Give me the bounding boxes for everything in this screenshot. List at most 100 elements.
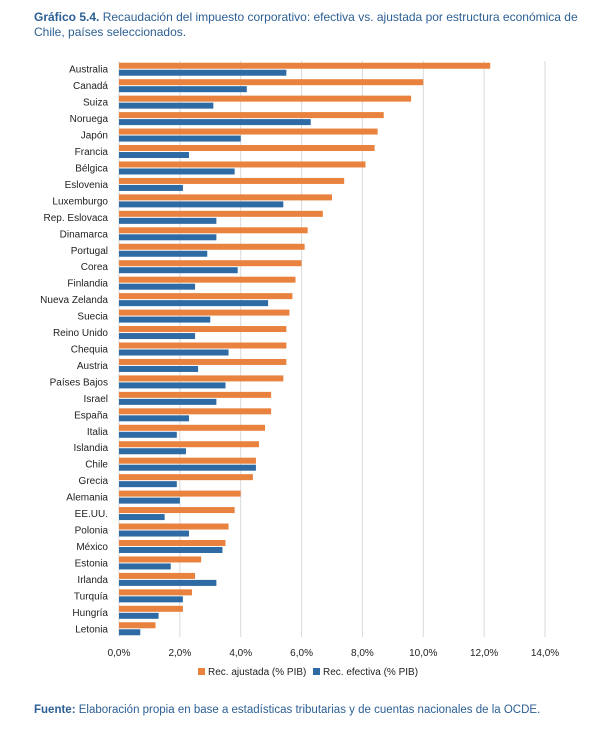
legend-label-effective: Rec. efectiva (% PIB) xyxy=(323,667,418,678)
bar-adjusted xyxy=(119,358,287,365)
legend-swatch-effective xyxy=(313,668,320,675)
category-label: Turquía xyxy=(74,591,109,602)
bar-adjusted xyxy=(119,507,235,514)
bar-effective xyxy=(119,596,183,603)
x-tick-label: 4,0% xyxy=(229,648,252,659)
bar-adjusted xyxy=(119,260,302,267)
category-label: Irlanda xyxy=(77,575,108,586)
category-label: Francia xyxy=(75,147,109,158)
bar-effective xyxy=(119,579,217,586)
bar-effective xyxy=(119,86,247,93)
bar-adjusted xyxy=(119,293,293,300)
bar-adjusted xyxy=(119,375,284,382)
category-label: Chequia xyxy=(71,345,109,356)
bar-effective xyxy=(119,530,189,537)
bar-adjusted xyxy=(119,177,345,184)
category-label: EE.UU. xyxy=(75,509,108,520)
x-tick-label: 6,0% xyxy=(290,648,313,659)
category-label: Nueva Zelanda xyxy=(40,295,108,306)
legend-swatch-adjusted xyxy=(198,668,205,675)
category-label: Países Bajos xyxy=(50,377,108,388)
bar-adjusted xyxy=(119,95,412,102)
category-label: Luxemburgo xyxy=(52,196,108,207)
bar-adjusted xyxy=(119,408,272,415)
category-label: Grecia xyxy=(79,476,109,487)
bar-adjusted xyxy=(119,128,378,135)
category-label: Eslovenia xyxy=(65,180,109,191)
bar-adjusted xyxy=(119,441,259,448)
x-tick-label: 2,0% xyxy=(168,648,191,659)
category-label: Chile xyxy=(85,460,108,471)
bar-effective xyxy=(119,168,235,175)
x-tick-label: 12,0% xyxy=(470,648,498,659)
bar-adjusted xyxy=(119,62,491,69)
bar-adjusted xyxy=(119,145,375,152)
bar-effective xyxy=(119,546,223,553)
bar-effective xyxy=(119,497,180,504)
bar-effective xyxy=(119,69,287,76)
bar-effective xyxy=(119,184,183,191)
category-label: Dinamarca xyxy=(60,229,109,240)
category-label: Suecia xyxy=(77,312,108,323)
x-tick-label: 0,0% xyxy=(108,648,131,659)
bar-adjusted xyxy=(119,572,196,579)
category-label: Portugal xyxy=(71,246,108,257)
bars xyxy=(119,62,491,636)
bar-adjusted xyxy=(119,227,308,234)
category-label: Polonia xyxy=(75,526,109,537)
category-label: España xyxy=(74,410,108,421)
bar-adjusted xyxy=(119,556,202,563)
category-label: Japón xyxy=(81,131,108,142)
bar-effective xyxy=(119,152,189,159)
bar-effective xyxy=(119,629,141,636)
legend: Rec. ajustada (% PIB) Rec. efectiva (% P… xyxy=(198,667,418,678)
bar-effective xyxy=(119,102,214,109)
category-label: Corea xyxy=(81,262,109,273)
bar-adjusted xyxy=(119,391,272,398)
bar-effective xyxy=(119,415,189,422)
category-label: Alemania xyxy=(66,493,108,504)
bar-effective xyxy=(119,448,186,455)
bar-adjusted xyxy=(119,112,384,119)
chart-title: Gráfico 5.4. Recaudación del impuesto co… xyxy=(34,10,584,40)
bar-effective xyxy=(119,514,165,521)
bar-adjusted xyxy=(119,161,366,168)
bar-adjusted xyxy=(119,79,424,86)
x-tick-label: 10,0% xyxy=(409,648,437,659)
bar-adjusted xyxy=(119,309,290,316)
bar-effective xyxy=(119,283,196,290)
bar-adjusted xyxy=(119,424,266,431)
bar-effective xyxy=(119,398,217,405)
bar-effective xyxy=(119,267,238,274)
category-label: Noruega xyxy=(70,114,109,125)
bar-effective xyxy=(119,563,171,570)
bar-adjusted xyxy=(119,194,332,201)
bar-adjusted xyxy=(119,342,287,349)
bar-effective xyxy=(119,300,269,307)
bar-effective xyxy=(119,234,217,241)
bar-adjusted xyxy=(119,210,323,217)
x-tick-labels: 0,0% 2,0% 4,0% 6,0% 8,0% 10,0% 12,0% 14,0% xyxy=(108,648,560,659)
bar-effective xyxy=(119,135,241,142)
x-tick-label: 8,0% xyxy=(351,648,374,659)
category-label: Suiza xyxy=(83,98,108,109)
chart-title-label: Gráfico 5.4. xyxy=(34,10,100,24)
bar-effective xyxy=(119,333,196,340)
bar-effective xyxy=(119,316,211,323)
category-label: Italia xyxy=(87,427,109,438)
bar-adjusted xyxy=(119,474,253,481)
category-labels: Australia Canadá Suiza Noruega Japón Francia B… xyxy=(40,65,108,636)
bar-effective xyxy=(119,349,229,356)
category-label: Letonia xyxy=(75,624,108,635)
bar-adjusted xyxy=(119,326,287,333)
bar-adjusted xyxy=(119,276,296,283)
source-note: Fuente: Elaboración propia en base a est… xyxy=(34,704,584,716)
category-label: Israel xyxy=(84,394,108,405)
source-label: Fuente: xyxy=(34,704,76,716)
category-label: Finlandia xyxy=(67,279,108,290)
bar-effective xyxy=(119,119,311,126)
category-label: Reino Unido xyxy=(53,328,108,339)
bar-adjusted xyxy=(119,243,305,250)
bar-effective xyxy=(119,365,199,372)
category-label: Australia xyxy=(69,65,108,76)
